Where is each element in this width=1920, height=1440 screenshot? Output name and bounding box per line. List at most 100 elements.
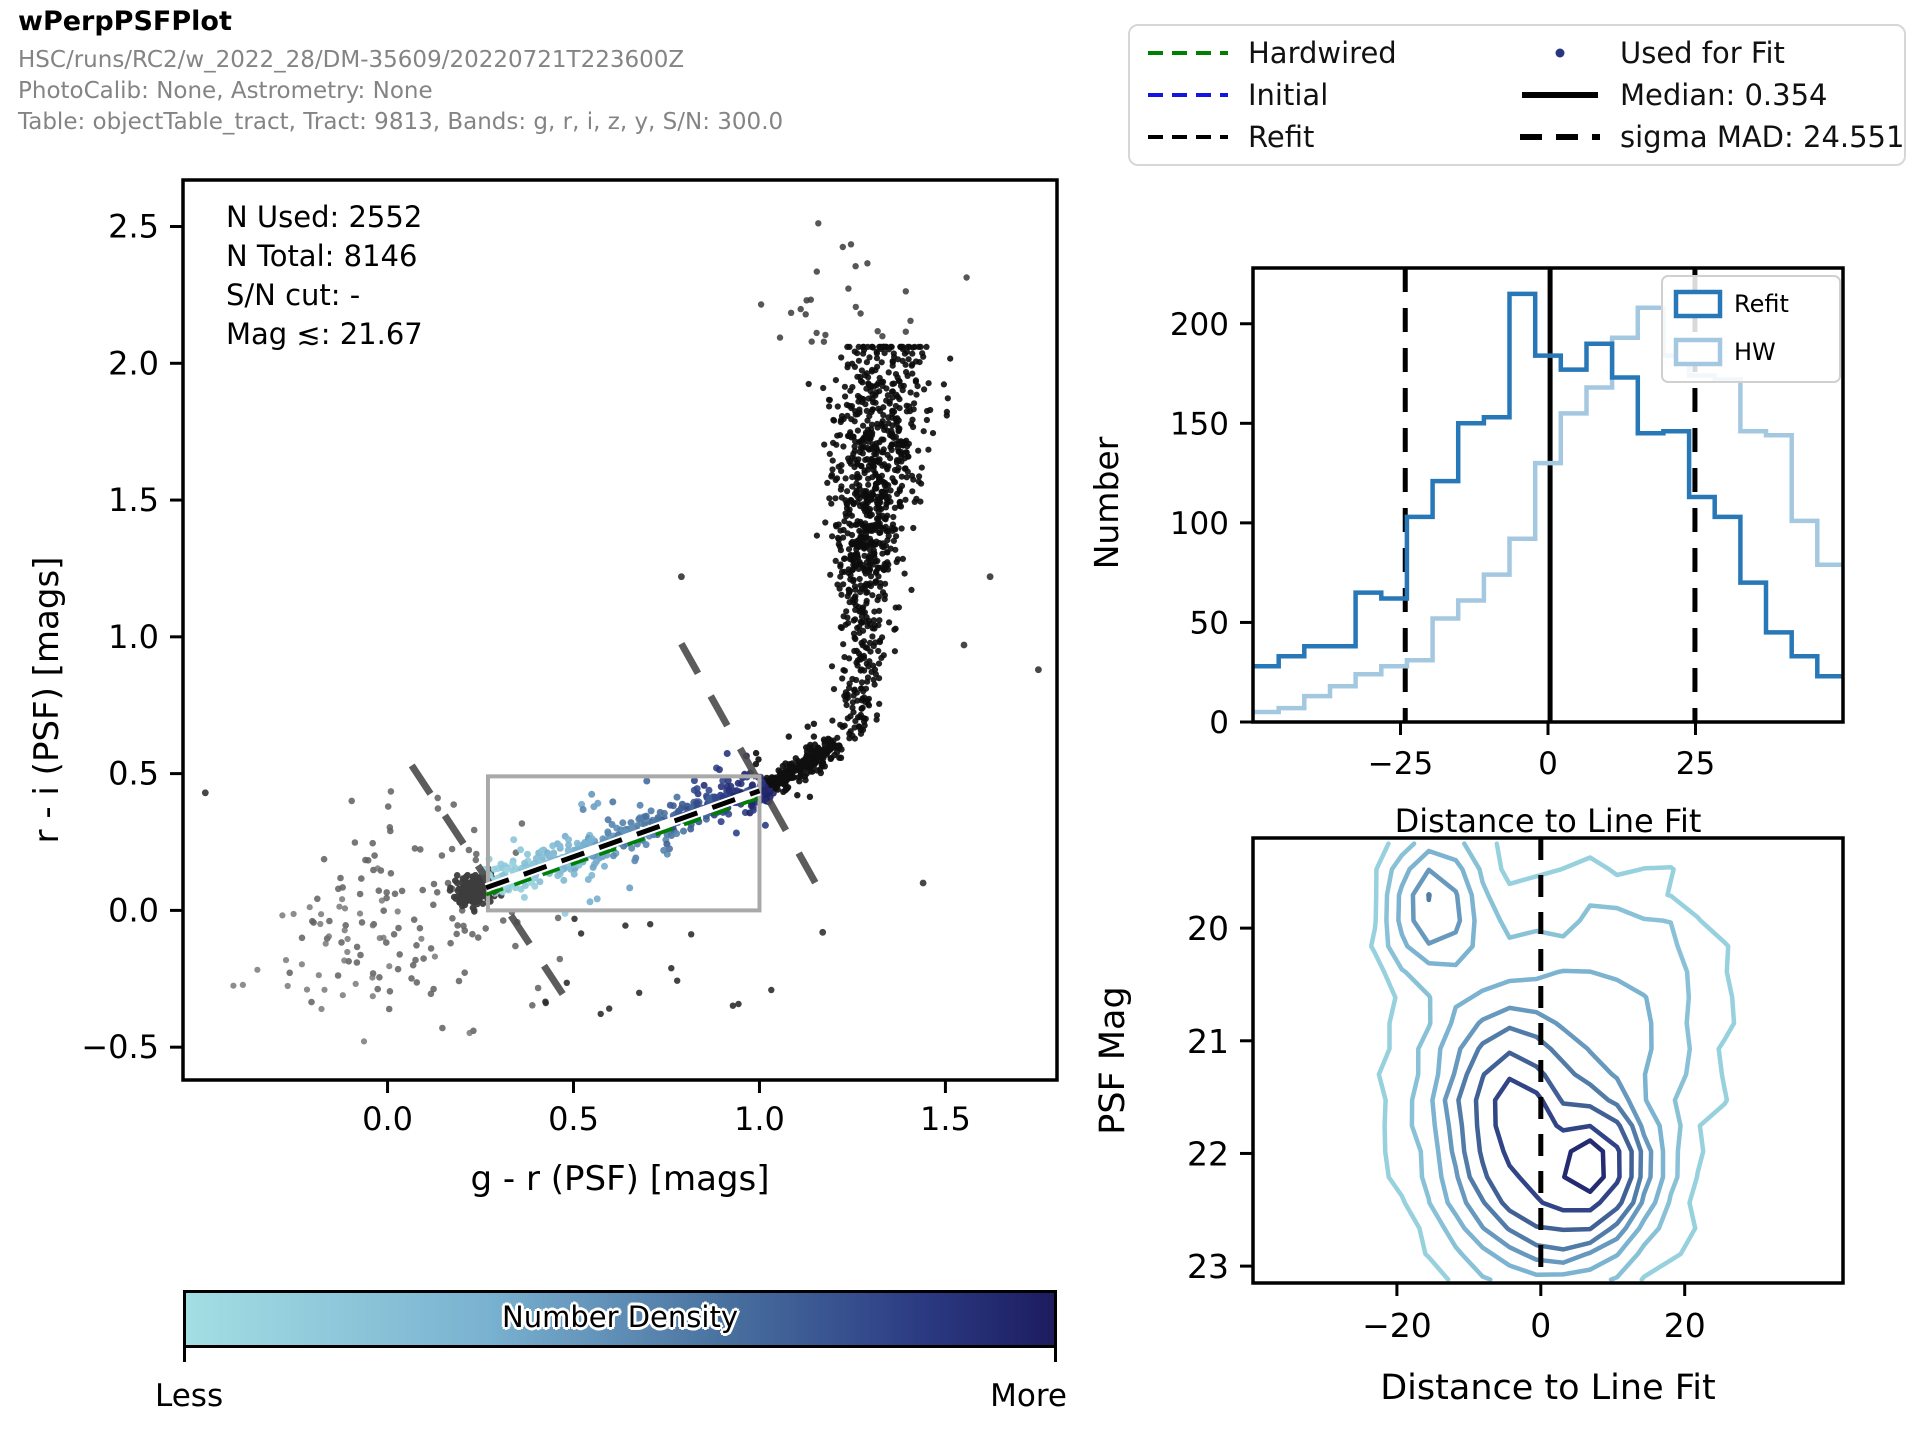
scatter-point (868, 368, 876, 375)
scatter-point (863, 359, 871, 366)
scatter-point (254, 966, 261, 973)
scatter-point (861, 372, 869, 379)
scatter-point (886, 398, 893, 405)
scatter-point (871, 443, 878, 450)
scatter-point (859, 609, 867, 616)
scatter-point (836, 754, 843, 761)
scatter-point (876, 617, 883, 624)
used-for-fit-dot-icon (1555, 48, 1565, 58)
scatter-point (891, 648, 899, 655)
scatter-point (369, 922, 376, 929)
scatter-point (863, 589, 870, 596)
scatter-point (852, 616, 859, 623)
scatter-point (846, 735, 853, 742)
scatter-point (337, 874, 344, 882)
scatter-point (813, 532, 821, 539)
scatter-point (913, 391, 920, 398)
scatter-point (822, 331, 829, 339)
scatter-point (895, 448, 902, 455)
scatter-point (873, 350, 881, 357)
refit-fit-line (485, 788, 761, 891)
scatter-point (409, 961, 417, 969)
scatter-point (872, 569, 880, 576)
scatter-point (889, 362, 896, 369)
scatter-point (888, 427, 895, 435)
scatter-point (858, 679, 866, 686)
scatter-point (847, 429, 854, 436)
scatter-point (898, 453, 905, 460)
scatter-point (909, 488, 916, 495)
scatter-point (797, 305, 804, 313)
scatter-point (717, 783, 725, 791)
contour-plot: −20 0 20 20 21 22 23 Distance to Line Fit PSF Ma… (1093, 836, 1845, 1408)
scatter-point (861, 545, 868, 552)
median-solid-line-icon (1522, 92, 1598, 98)
scatter-point (867, 512, 874, 519)
scatter-point (841, 667, 849, 674)
contour-y-tick-label: 22 (1187, 1134, 1229, 1173)
scatter-point (847, 713, 854, 720)
scatter-point (877, 583, 884, 590)
scatter-point (870, 617, 878, 624)
scatter-point (840, 613, 847, 620)
scatter-point (571, 915, 578, 922)
scatter-point (322, 940, 329, 947)
scatter-point (834, 581, 841, 588)
scatter-point (383, 889, 391, 896)
scatter-point (862, 456, 869, 463)
scatter-point (395, 924, 402, 932)
scatter-point (847, 552, 854, 559)
scatter-point (369, 974, 376, 981)
scatter-point (892, 546, 899, 553)
scatter-point (838, 591, 845, 598)
scatter-point (725, 810, 733, 818)
figure-header: wPerpPSFPlot HSC/runs/RC2/w_2022_28/DM-3… (18, 6, 918, 138)
hist-y-tick-label: 50 (1190, 605, 1229, 641)
scatter-point (832, 495, 839, 502)
hardwired-fit-line (485, 796, 761, 897)
scatter-point (852, 303, 859, 311)
scatter-point (909, 350, 916, 357)
scatter-point (873, 716, 880, 723)
scatter-point (604, 816, 612, 824)
scatter-point (843, 608, 850, 615)
x-tick-label: 1.5 (920, 1100, 971, 1138)
scatter-point (901, 465, 908, 472)
scatter-point (880, 652, 887, 659)
scatter-point (876, 520, 883, 527)
scatter-point (874, 424, 881, 431)
scatter-point (882, 486, 889, 494)
scatter-point (284, 982, 291, 990)
scatter-point (895, 604, 903, 611)
scatter-point (565, 836, 572, 844)
cluster-line (752, 720, 845, 800)
scatter-point (848, 512, 856, 519)
scatter-point (810, 720, 818, 727)
stat-n-used: N Used: 2552 (226, 200, 423, 234)
scatter-point (889, 388, 896, 395)
scatter-point (454, 922, 461, 929)
scatter-point (577, 930, 585, 937)
y-tick-label: −0.5 (81, 1028, 159, 1066)
scatter-point (854, 475, 861, 482)
scatter-point (899, 387, 906, 394)
scatter-point (829, 717, 836, 724)
scatter-point (880, 378, 887, 385)
scatter-point (870, 463, 878, 470)
scatter-point (865, 395, 872, 402)
contour-level-6 (1492, 1076, 1622, 1213)
scatter-point (843, 702, 850, 709)
scatter-point (320, 855, 328, 863)
scatter-point (899, 555, 907, 563)
scatter-point (773, 775, 780, 782)
scatter-point (927, 406, 934, 414)
legend-label-hardwired: Hardwired (1248, 36, 1397, 70)
scatter-point (858, 491, 865, 498)
scatter-point (573, 839, 581, 847)
scatter-point (844, 488, 851, 495)
scatter-point (889, 433, 896, 440)
scatter-point (867, 648, 874, 655)
scatter-point (317, 920, 324, 928)
scatter-point (908, 586, 915, 594)
